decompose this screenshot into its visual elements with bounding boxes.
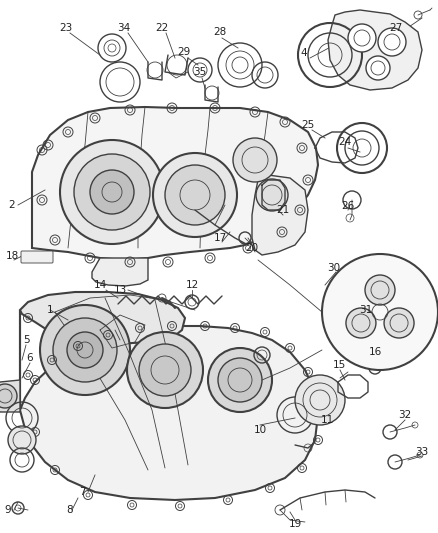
Text: 11: 11	[320, 415, 334, 425]
Text: 8: 8	[67, 505, 73, 515]
Polygon shape	[92, 258, 148, 286]
Circle shape	[90, 170, 134, 214]
Text: 12: 12	[185, 280, 198, 290]
Circle shape	[208, 348, 272, 412]
Text: 23: 23	[60, 23, 73, 33]
Circle shape	[322, 254, 438, 370]
Circle shape	[365, 275, 395, 305]
Circle shape	[53, 318, 117, 382]
Text: 21: 21	[276, 205, 290, 215]
Polygon shape	[328, 10, 422, 90]
Circle shape	[74, 154, 150, 230]
Text: 27: 27	[389, 23, 403, 33]
Text: 32: 32	[399, 410, 412, 420]
Circle shape	[165, 165, 225, 225]
Text: 10: 10	[254, 425, 267, 435]
Text: 31: 31	[359, 305, 373, 315]
Text: 22: 22	[155, 23, 169, 33]
Circle shape	[295, 375, 345, 425]
Circle shape	[153, 153, 237, 237]
Circle shape	[8, 426, 36, 454]
Circle shape	[0, 384, 17, 408]
Circle shape	[378, 28, 406, 56]
Text: 35: 35	[193, 67, 207, 77]
Text: 2: 2	[9, 200, 15, 210]
Text: 33: 33	[415, 447, 429, 457]
Circle shape	[139, 344, 191, 396]
Text: 7: 7	[79, 487, 85, 497]
Text: 4: 4	[301, 48, 307, 58]
Text: 29: 29	[177, 47, 191, 57]
Text: 19: 19	[288, 519, 302, 529]
Text: 18: 18	[5, 251, 19, 261]
Circle shape	[218, 358, 262, 402]
Circle shape	[40, 305, 130, 395]
Text: 17: 17	[213, 233, 226, 243]
Circle shape	[348, 24, 376, 52]
Circle shape	[384, 308, 414, 338]
Text: 26: 26	[341, 201, 355, 211]
Text: 9: 9	[5, 505, 11, 515]
Text: 25: 25	[301, 120, 314, 130]
Text: 1: 1	[47, 305, 53, 315]
Circle shape	[256, 179, 288, 211]
Text: 6: 6	[27, 353, 33, 363]
Circle shape	[346, 308, 376, 338]
Text: 20: 20	[245, 243, 258, 253]
Text: 28: 28	[213, 27, 226, 37]
Text: 16: 16	[368, 347, 381, 357]
FancyBboxPatch shape	[21, 251, 53, 263]
Text: 34: 34	[117, 23, 131, 33]
Polygon shape	[20, 310, 318, 500]
Polygon shape	[252, 175, 308, 255]
Text: 5: 5	[23, 335, 29, 345]
Circle shape	[67, 332, 103, 368]
Circle shape	[366, 56, 390, 80]
Text: 30: 30	[328, 263, 341, 273]
Circle shape	[233, 138, 277, 182]
Polygon shape	[32, 107, 318, 260]
Text: 24: 24	[339, 137, 352, 147]
Circle shape	[127, 332, 203, 408]
Polygon shape	[0, 380, 20, 412]
Text: 14: 14	[93, 280, 106, 290]
Polygon shape	[20, 292, 185, 344]
Text: 15: 15	[332, 360, 346, 370]
Circle shape	[60, 140, 164, 244]
Text: 13: 13	[113, 285, 127, 295]
